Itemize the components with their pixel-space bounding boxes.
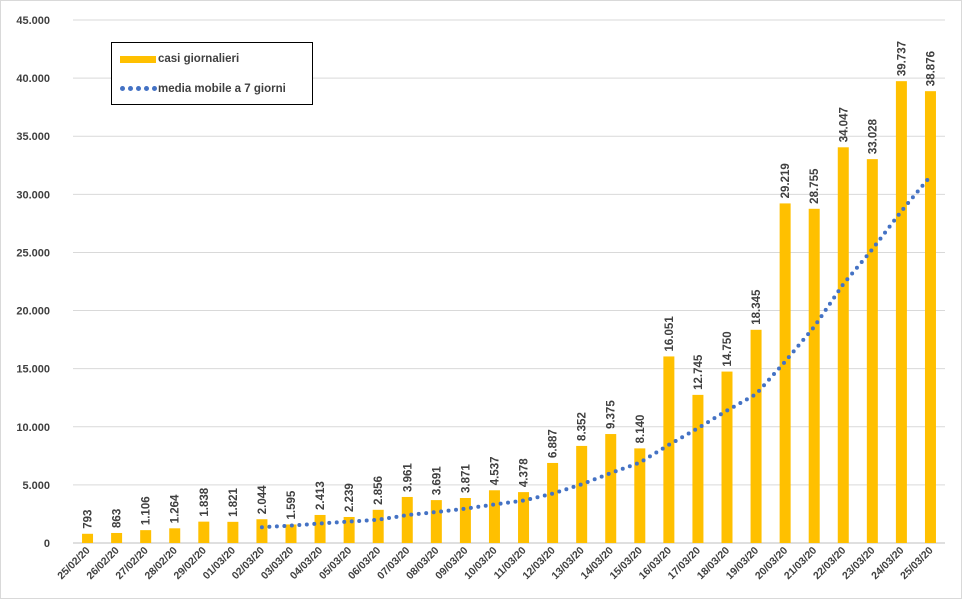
legend: casi giornalieri media mobile a 7 giorni bbox=[111, 42, 313, 105]
bar bbox=[169, 528, 181, 543]
y-tick-label: 40.000 bbox=[16, 73, 50, 85]
moving-average-line bbox=[259, 174, 933, 530]
moving-average-series bbox=[259, 174, 933, 530]
data-label: 29.219 bbox=[780, 163, 792, 198]
bar bbox=[634, 448, 646, 543]
bar-series bbox=[82, 81, 936, 544]
data-label: 3.691 bbox=[431, 466, 443, 495]
bar bbox=[721, 371, 733, 543]
bar bbox=[140, 530, 152, 543]
legend-item-bar: casi giornalieri bbox=[112, 51, 239, 67]
data-label: 16.051 bbox=[664, 316, 676, 352]
y-tick-label: 0 bbox=[44, 538, 50, 550]
bar bbox=[837, 147, 849, 543]
data-label: 6.887 bbox=[548, 429, 560, 458]
y-tick-label: 5.000 bbox=[22, 480, 50, 492]
data-labels: 793 863 1.106 1.264 1.838 1.821 2.044 1.595 2.41… bbox=[83, 41, 938, 529]
data-label: 34.047 bbox=[838, 107, 850, 142]
bar bbox=[895, 81, 907, 543]
data-label: 28.755 bbox=[809, 168, 821, 204]
y-tick-label: 10.000 bbox=[16, 422, 50, 434]
data-label: 1.595 bbox=[286, 490, 298, 519]
data-label: 4.537 bbox=[489, 456, 501, 485]
bar bbox=[401, 496, 413, 543]
data-label: 3.871 bbox=[460, 464, 472, 493]
data-label: 33.028 bbox=[867, 118, 879, 154]
bar bbox=[692, 394, 704, 543]
bar bbox=[518, 492, 530, 543]
y-axis-ticks: 0 5.000 10.000 15.000 20.000 25.000 30.000 35.0… bbox=[16, 15, 50, 550]
data-label: 4.378 bbox=[519, 458, 531, 487]
bar bbox=[343, 516, 355, 543]
data-label: 2.044 bbox=[257, 485, 269, 514]
y-tick-label: 45.000 bbox=[16, 15, 50, 27]
y-tick-label: 30.000 bbox=[16, 189, 50, 201]
y-tick-label: 20.000 bbox=[16, 306, 50, 318]
bar bbox=[82, 533, 94, 543]
bar bbox=[605, 434, 617, 543]
legend-item-line: media mobile a 7 giorni bbox=[112, 81, 286, 97]
bar bbox=[285, 524, 297, 543]
data-label: 9.375 bbox=[606, 400, 618, 429]
data-label: 863 bbox=[112, 509, 124, 528]
bar bbox=[314, 514, 326, 543]
data-label: 1.821 bbox=[228, 487, 240, 516]
bar bbox=[924, 91, 936, 543]
legend-line-label: media mobile a 7 giorni bbox=[158, 83, 286, 95]
legend-dot bbox=[120, 86, 125, 91]
legend-line-swatch bbox=[120, 85, 157, 93]
y-tick-label: 15.000 bbox=[16, 364, 50, 376]
bar bbox=[227, 521, 239, 543]
data-label: 14.750 bbox=[722, 331, 734, 366]
data-label: 39.737 bbox=[896, 41, 908, 76]
data-label: 18.345 bbox=[751, 289, 763, 325]
bar bbox=[547, 462, 559, 543]
data-label: 2.239 bbox=[344, 483, 356, 512]
bar bbox=[256, 519, 268, 543]
data-label: 8.140 bbox=[635, 415, 647, 444]
data-label: 2.856 bbox=[373, 476, 385, 505]
bar bbox=[488, 490, 500, 543]
bar bbox=[808, 208, 820, 544]
bar bbox=[576, 445, 588, 543]
bar bbox=[430, 500, 442, 543]
y-tick-label: 35.000 bbox=[16, 131, 50, 143]
bar bbox=[663, 356, 675, 543]
data-label: 12.745 bbox=[693, 354, 705, 390]
bar bbox=[459, 498, 471, 543]
legend-bar-label: casi giornalieri bbox=[158, 53, 240, 65]
legend-bar-swatch bbox=[120, 55, 156, 63]
bar bbox=[198, 521, 210, 543]
bar bbox=[750, 329, 762, 543]
bar bbox=[372, 509, 384, 543]
data-label: 3.961 bbox=[402, 463, 414, 492]
bar bbox=[866, 159, 878, 544]
legend-dot bbox=[128, 86, 133, 91]
data-label: 793 bbox=[83, 510, 95, 529]
legend-dot bbox=[136, 86, 141, 91]
bar bbox=[111, 532, 123, 543]
data-label: 2.413 bbox=[315, 481, 327, 510]
bar bbox=[779, 203, 791, 544]
data-label: 1.838 bbox=[199, 487, 211, 516]
data-label: 8.352 bbox=[577, 412, 589, 441]
legend-dot bbox=[152, 86, 157, 91]
data-label: 38.876 bbox=[925, 51, 937, 86]
y-tick-label: 25.000 bbox=[16, 247, 50, 259]
data-label: 1.264 bbox=[170, 494, 182, 523]
data-label: 1.106 bbox=[141, 496, 153, 525]
legend-dot bbox=[144, 86, 149, 91]
